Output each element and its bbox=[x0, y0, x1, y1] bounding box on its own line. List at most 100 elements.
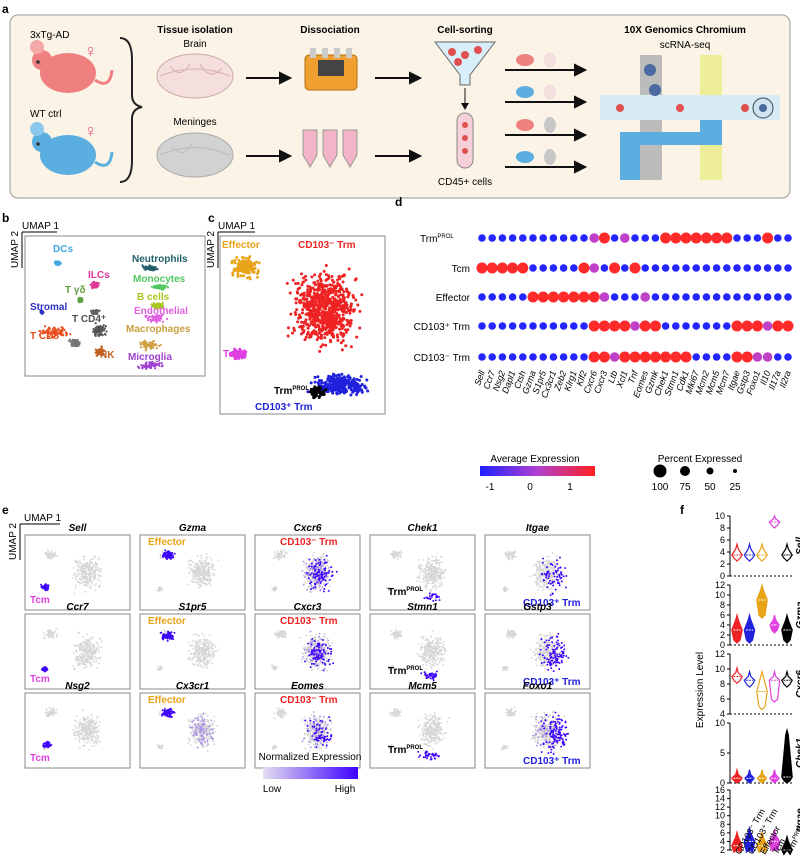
cluster-label-trm-prol: TrmPROL bbox=[274, 386, 309, 397]
umap-point bbox=[86, 656, 89, 659]
dotplot-dot bbox=[753, 234, 762, 242]
dotplot-dot bbox=[580, 234, 588, 242]
cluster-label: ILCs bbox=[88, 270, 110, 281]
umap-point bbox=[209, 584, 212, 587]
umap-point bbox=[53, 262, 57, 265]
umap-point bbox=[330, 306, 334, 310]
umap-point bbox=[310, 275, 314, 279]
umap-point bbox=[328, 317, 332, 321]
umap-point bbox=[552, 560, 555, 563]
umap-point bbox=[44, 634, 47, 637]
dotplot-dot bbox=[672, 264, 680, 272]
umap-point bbox=[289, 312, 293, 316]
dotplot-dot bbox=[743, 264, 751, 272]
umap-point bbox=[556, 563, 559, 565]
umap-point bbox=[188, 566, 191, 569]
umap-point bbox=[89, 570, 92, 573]
umap-point bbox=[320, 282, 324, 286]
umap-point bbox=[84, 649, 87, 652]
umap-point bbox=[201, 560, 204, 563]
umap-point bbox=[88, 586, 91, 589]
dotplot-dot bbox=[712, 264, 721, 272]
umap-point bbox=[94, 657, 97, 659]
umap-point bbox=[537, 572, 540, 575]
umap-point bbox=[97, 333, 100, 336]
umap-point bbox=[440, 571, 443, 574]
umap-point bbox=[430, 579, 433, 582]
umap-point bbox=[422, 577, 424, 580]
umap-point bbox=[326, 559, 329, 562]
umap-point bbox=[325, 574, 328, 577]
umap-point bbox=[429, 597, 432, 600]
umap-point bbox=[167, 553, 170, 556]
umap-point bbox=[195, 562, 198, 565]
dotplot-dot bbox=[598, 351, 610, 363]
umap-point bbox=[75, 659, 78, 662]
umap-point bbox=[535, 585, 538, 588]
umap-point bbox=[92, 648, 95, 651]
umap-point bbox=[553, 580, 556, 583]
dotplot-dot bbox=[539, 234, 547, 242]
umap-point bbox=[349, 319, 353, 323]
umap-point bbox=[80, 659, 83, 662]
umap-point bbox=[94, 556, 97, 559]
umap-point bbox=[94, 655, 96, 658]
umap-point bbox=[217, 559, 220, 562]
umap-point bbox=[100, 656, 102, 659]
umap-point bbox=[236, 275, 240, 278]
dotplot-dot bbox=[619, 320, 631, 332]
umap-point bbox=[83, 570, 86, 573]
umap-point bbox=[323, 573, 325, 576]
dotplot-dot bbox=[631, 293, 639, 301]
umap-point bbox=[310, 301, 314, 305]
dotplot-dot bbox=[508, 234, 517, 242]
umap-point bbox=[309, 573, 312, 576]
cluster-label: Monocytes bbox=[133, 274, 186, 285]
umap-point bbox=[57, 261, 60, 264]
umap-point bbox=[82, 640, 85, 643]
umap-point bbox=[552, 584, 555, 587]
umap-point bbox=[351, 294, 355, 298]
umap-point bbox=[325, 295, 329, 299]
dotplot-dot bbox=[589, 233, 599, 243]
umap-point bbox=[48, 633, 51, 636]
umap-point bbox=[212, 572, 214, 575]
umap-point bbox=[309, 591, 312, 593]
umap-point bbox=[304, 278, 308, 282]
umap-point bbox=[418, 584, 421, 587]
dotplot-dot bbox=[762, 352, 773, 362]
umap-point bbox=[295, 297, 299, 301]
umap-point bbox=[95, 647, 98, 650]
umap-point bbox=[198, 585, 201, 588]
cluster-label: Macrophages bbox=[126, 324, 191, 335]
umap-point bbox=[205, 556, 208, 558]
umap-point bbox=[313, 273, 317, 277]
umap-point bbox=[150, 265, 154, 268]
panel-c-label: c bbox=[208, 211, 215, 225]
umap-point bbox=[424, 579, 426, 582]
umap-point bbox=[90, 558, 92, 560]
umap-point bbox=[100, 345, 103, 348]
umap-point bbox=[237, 262, 241, 266]
dotplot-dot bbox=[743, 234, 751, 242]
dotplot-dot bbox=[529, 353, 537, 361]
feature-annotation: Effector bbox=[148, 537, 186, 548]
umap-point bbox=[76, 343, 79, 346]
umap-point bbox=[423, 597, 426, 600]
umap-point bbox=[435, 568, 438, 571]
umap-point bbox=[51, 328, 54, 331]
umap-point bbox=[324, 381, 328, 385]
umap-point bbox=[147, 364, 151, 368]
umap-point bbox=[430, 574, 432, 576]
umap-point bbox=[77, 568, 80, 571]
umap-point bbox=[104, 325, 107, 328]
umap-point bbox=[440, 555, 443, 558]
dotplot-row-label: TrmPROL bbox=[420, 234, 454, 245]
umap-point bbox=[88, 563, 91, 566]
umap-point bbox=[304, 306, 308, 310]
umap-point bbox=[507, 552, 510, 554]
umap-point bbox=[197, 587, 200, 589]
umap-point bbox=[307, 293, 311, 297]
umap-point bbox=[432, 586, 435, 589]
